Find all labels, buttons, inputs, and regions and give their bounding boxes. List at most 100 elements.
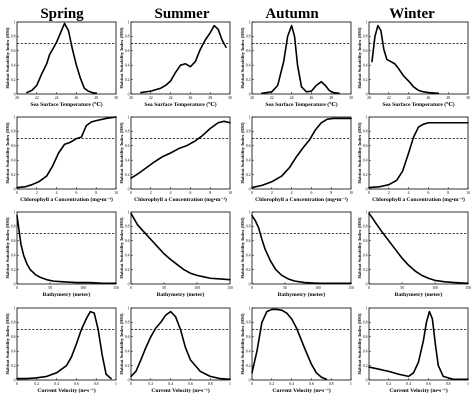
data-point xyxy=(200,49,201,50)
x-tick-label: 100 xyxy=(194,286,200,290)
x-axis-label: Sea Surface Temperature (℃) xyxy=(382,101,454,108)
x-tick-label: 0.2 xyxy=(386,382,391,386)
data-point xyxy=(20,244,21,245)
data-point xyxy=(283,61,284,62)
x-tick-label: 24 xyxy=(169,96,173,100)
data-point xyxy=(56,42,57,43)
data-point xyxy=(375,222,376,223)
data-point xyxy=(408,152,409,153)
y-tick-label: 0.8 xyxy=(125,225,130,229)
x-axis-label: Bathymetry (meter) xyxy=(395,291,443,298)
data-point xyxy=(225,47,226,48)
data-point xyxy=(135,371,136,372)
panel-frame xyxy=(130,116,231,190)
y-tick-label: 1 xyxy=(366,20,368,24)
y-tick-label: 0.6 xyxy=(246,49,251,53)
panel-frame xyxy=(130,211,231,285)
x-tick-label: 22 xyxy=(35,96,39,100)
x-tick-label: 150 xyxy=(465,286,471,290)
x-tick-label: 26 xyxy=(310,96,314,100)
data-point xyxy=(388,371,389,372)
hsi-curve-chlorophyll-winter xyxy=(368,121,469,189)
data-point xyxy=(327,119,328,120)
x-tick-label: 20 xyxy=(367,96,371,100)
x-tick-label: 150 xyxy=(348,286,354,290)
y-axis-label: Habitat Suitability Index (HSI) xyxy=(240,122,245,184)
data-point xyxy=(443,376,444,377)
panel-frame xyxy=(130,307,231,381)
y-tick-label: 0.2 xyxy=(363,268,368,272)
data-point xyxy=(251,187,252,188)
season-title-summer: Summer xyxy=(155,6,210,22)
data-point xyxy=(306,352,307,353)
y-tick-label: 0.8 xyxy=(11,225,16,229)
x-tick-label: 4 xyxy=(56,191,58,195)
data-point xyxy=(325,85,326,86)
x-axis-label: Chlorophyll a Concentration (mg•m⁻³) xyxy=(20,196,113,203)
data-point xyxy=(423,124,424,125)
x-axis-label: Chlorophyll a Concentration (mg•m⁻³) xyxy=(255,196,348,203)
y-tick-label: 0.8 xyxy=(363,321,368,325)
x-axis-label: Sea Surface Temperature (℃) xyxy=(144,101,216,108)
x-tick-label: 0 xyxy=(130,286,132,290)
y-tick-label: 0.8 xyxy=(125,321,130,325)
hsi-curve-chlorophyll-spring xyxy=(16,116,117,189)
x-tick-label: 26 xyxy=(427,96,431,100)
y-tick-label: 0 xyxy=(14,282,16,286)
x-tick-label: 4 xyxy=(170,191,172,195)
data-point xyxy=(271,181,272,182)
x-tick-label: 0 xyxy=(16,286,18,290)
data-point xyxy=(383,49,384,50)
y-tick-label: 0.2 xyxy=(125,364,130,368)
data-point xyxy=(371,61,372,62)
x-tick-label: 0 xyxy=(368,286,370,290)
panel-frame xyxy=(368,21,469,95)
x-axis-label: Bathymetry (meter) xyxy=(278,291,326,298)
data-point xyxy=(467,379,468,380)
x-tick-label: 1 xyxy=(229,382,231,386)
data-point xyxy=(398,68,399,69)
data-point xyxy=(170,311,171,312)
data-point xyxy=(162,156,163,157)
data-point xyxy=(309,139,310,140)
data-point xyxy=(294,36,295,37)
data-point xyxy=(261,239,262,240)
y-tick-label: 0.2 xyxy=(363,78,368,82)
y-tick-label: 0.4 xyxy=(246,159,251,163)
data-point xyxy=(138,173,139,174)
x-tick-label: 28 xyxy=(329,96,333,100)
data-point xyxy=(316,372,317,373)
x-tick-label: 0.6 xyxy=(426,382,431,386)
x-tick-label: 50 xyxy=(162,286,166,290)
data-point xyxy=(423,340,424,341)
data-point xyxy=(281,175,282,176)
data-point xyxy=(66,365,67,366)
y-tick-label: 0 xyxy=(14,187,16,191)
data-point xyxy=(426,322,427,323)
data-point xyxy=(170,152,171,153)
hsi-curve-chlorophyll-autumn xyxy=(251,117,352,189)
data-point xyxy=(80,78,81,79)
y-tick-label: 0.4 xyxy=(11,254,16,258)
data-point xyxy=(301,86,302,87)
data-point xyxy=(60,32,61,33)
data-point xyxy=(185,63,186,64)
data-point xyxy=(296,156,297,157)
data-point xyxy=(448,122,449,123)
data-point xyxy=(396,180,397,181)
data-point xyxy=(76,343,77,344)
y-tick-label: 0.6 xyxy=(246,144,251,148)
data-point xyxy=(438,365,439,366)
x-tick-label: 8 xyxy=(447,191,449,195)
data-point xyxy=(331,283,332,284)
y-tick-label: 1 xyxy=(366,306,368,310)
data-point xyxy=(150,336,151,337)
data-point xyxy=(186,145,187,146)
x-tick-label: 8 xyxy=(209,191,211,195)
data-point xyxy=(26,378,27,379)
data-point xyxy=(329,90,330,91)
y-tick-label: 0.2 xyxy=(246,364,251,368)
data-point xyxy=(16,378,17,379)
x-tick-label: 26 xyxy=(75,96,79,100)
